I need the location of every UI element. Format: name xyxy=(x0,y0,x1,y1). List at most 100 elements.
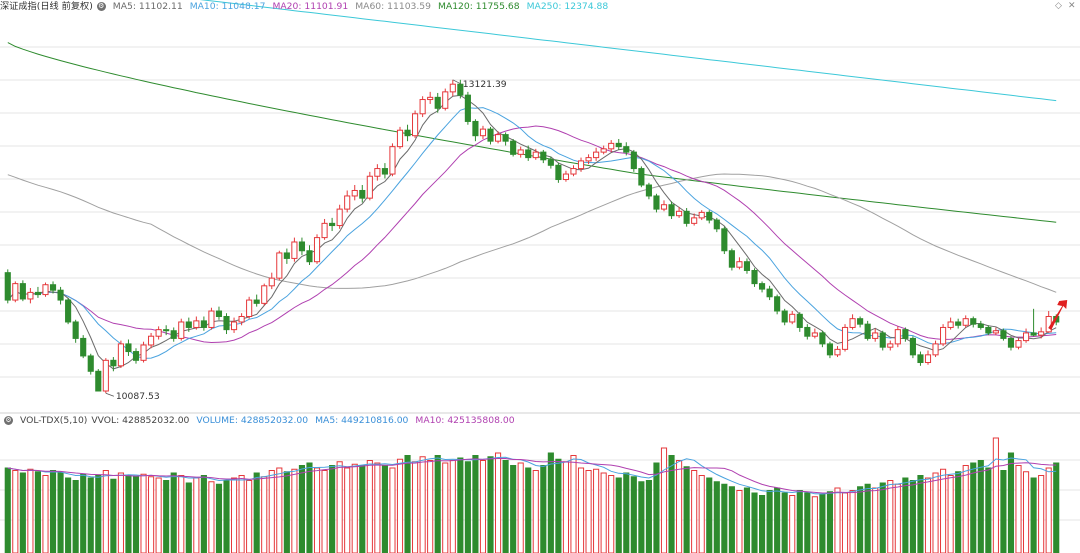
candle-up xyxy=(570,168,577,175)
volume-bar-up xyxy=(698,475,705,553)
candle-up xyxy=(389,146,396,175)
volume-bar-down xyxy=(1030,477,1037,553)
candle-down xyxy=(713,219,720,230)
arrow-icon xyxy=(1048,300,1068,330)
candle-up xyxy=(494,134,502,142)
volume-bar-down xyxy=(555,458,562,553)
volume-bar-up xyxy=(691,470,698,553)
candle xyxy=(758,281,766,293)
close-icon[interactable]: ✕ xyxy=(1068,1,1076,11)
candle xyxy=(834,346,841,358)
volume-bar-up xyxy=(517,462,524,553)
candle-down xyxy=(645,184,652,197)
candle-down xyxy=(864,323,871,339)
volume-bar-up xyxy=(593,468,600,553)
candle xyxy=(140,341,147,363)
candle-up xyxy=(140,344,147,361)
candle-down xyxy=(464,94,471,122)
candle-up xyxy=(268,277,275,287)
candle-down xyxy=(796,313,803,328)
volume-bar-down xyxy=(819,493,826,553)
candle-down xyxy=(57,289,64,301)
ma250-line xyxy=(199,0,1057,102)
volume-bar-down xyxy=(510,465,517,553)
volume-bar-up xyxy=(841,492,849,553)
candle xyxy=(691,213,698,226)
volume-bar-down xyxy=(80,473,87,553)
ma120-line xyxy=(7,42,1057,223)
volume-bar-down xyxy=(472,455,479,553)
candle xyxy=(359,185,366,203)
candle-down xyxy=(65,299,72,323)
candle xyxy=(555,163,562,183)
candle xyxy=(87,353,94,375)
candle-down xyxy=(502,134,509,142)
candle-up xyxy=(291,241,298,259)
candle xyxy=(872,328,879,342)
candle xyxy=(653,193,660,213)
candle-down xyxy=(977,323,984,328)
candle xyxy=(864,320,871,341)
candle-up xyxy=(427,96,434,101)
candle-up xyxy=(178,321,185,339)
volume-bar-down xyxy=(359,465,366,553)
candle xyxy=(442,88,449,111)
candle xyxy=(200,316,207,331)
candle xyxy=(585,154,592,165)
volume-bar-down xyxy=(970,462,977,553)
volume-bar-down xyxy=(630,476,637,553)
candle xyxy=(940,324,947,347)
volume-bar-up xyxy=(940,468,947,553)
candle-up xyxy=(577,160,585,170)
candle-up xyxy=(924,354,932,364)
candle xyxy=(19,280,26,302)
volume-bar-up xyxy=(12,470,19,553)
candle xyxy=(811,328,818,339)
volume-bar-down xyxy=(200,475,207,553)
candle-down xyxy=(306,250,313,263)
volume-bar-up xyxy=(479,460,487,553)
volume-bar-up xyxy=(585,470,592,553)
candle xyxy=(879,330,886,351)
candle-up xyxy=(736,261,743,268)
volume-bar-up xyxy=(178,475,185,553)
candle-up xyxy=(208,310,215,328)
candle-up xyxy=(419,99,426,115)
volume-bar-down xyxy=(638,481,645,553)
volume-bar-down xyxy=(713,481,720,553)
candle-down xyxy=(283,252,290,259)
candle xyxy=(230,317,238,333)
candle-down xyxy=(985,326,992,334)
candle xyxy=(1007,336,1015,351)
ma-label-1: MA10: 11048.17 xyxy=(189,1,266,12)
candle-up xyxy=(608,142,615,150)
volume-bar-up xyxy=(608,475,615,553)
candle xyxy=(947,317,954,330)
vvol-value: VVOL: 428852032.00 xyxy=(91,415,190,426)
volume-bar-down xyxy=(758,495,766,553)
candle-down xyxy=(879,332,886,348)
candle xyxy=(540,149,547,164)
volume-bar-up xyxy=(600,472,607,553)
diamond-icon[interactable]: ◇ xyxy=(1055,1,1062,11)
volume-bar-up xyxy=(887,480,894,553)
candle xyxy=(932,340,939,358)
ma60-line xyxy=(7,173,1057,293)
candle-up xyxy=(585,157,592,162)
volume-bar-down xyxy=(19,472,26,553)
gear-icon[interactable]: ⚙ xyxy=(96,2,106,11)
volume-bar-down xyxy=(253,472,260,553)
gear-icon[interactable]: ⚙ xyxy=(4,416,13,425)
candle-up xyxy=(246,299,253,317)
volume-bar-up xyxy=(389,467,396,553)
volume-bar-down xyxy=(1053,462,1060,553)
candle-down xyxy=(1007,337,1015,348)
candle xyxy=(125,339,132,356)
ma-label-2: MA20: 11101.91 xyxy=(272,1,349,12)
candle xyxy=(329,217,336,232)
volume-bar-down xyxy=(1007,452,1015,553)
candle xyxy=(502,132,509,146)
candle xyxy=(238,313,245,326)
candle xyxy=(577,157,585,172)
